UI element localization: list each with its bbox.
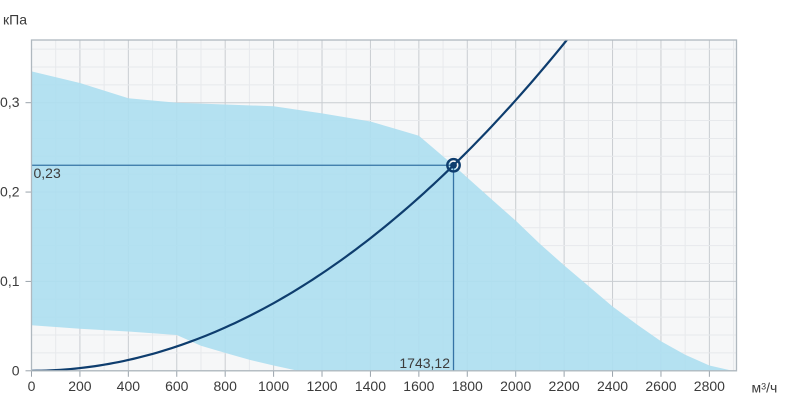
- svg-text:1400: 1400: [355, 378, 386, 394]
- svg-text:2600: 2600: [645, 378, 676, 394]
- svg-text:0,2: 0,2: [0, 184, 20, 200]
- svg-text:600: 600: [165, 378, 189, 394]
- svg-text:1000: 1000: [258, 378, 289, 394]
- svg-text:м3/ч: м3/ч: [752, 379, 778, 395]
- svg-text:кПа: кПа: [3, 12, 27, 28]
- svg-text:2200: 2200: [549, 378, 580, 394]
- svg-text:400: 400: [117, 378, 141, 394]
- svg-text:0,23: 0,23: [34, 165, 61, 181]
- svg-text:0,3: 0,3: [0, 94, 20, 110]
- svg-text:2400: 2400: [597, 378, 628, 394]
- svg-text:2000: 2000: [500, 378, 531, 394]
- svg-text:0: 0: [28, 378, 36, 394]
- svg-text:1200: 1200: [306, 378, 337, 394]
- svg-text:1600: 1600: [403, 378, 434, 394]
- svg-text:200: 200: [68, 378, 92, 394]
- svg-text:1800: 1800: [452, 378, 483, 394]
- svg-text:0: 0: [12, 362, 20, 378]
- svg-text:800: 800: [214, 378, 238, 394]
- svg-text:2800: 2800: [694, 378, 725, 394]
- svg-text:0,1: 0,1: [0, 273, 20, 289]
- svg-text:1743,12: 1743,12: [399, 355, 450, 371]
